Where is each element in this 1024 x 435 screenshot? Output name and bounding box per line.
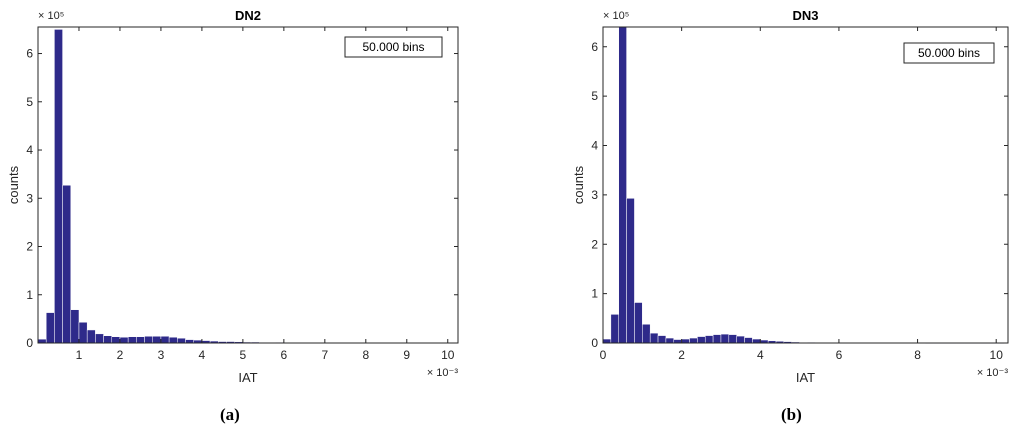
x-axis-label: IAT xyxy=(796,370,815,385)
histogram-bar xyxy=(168,336,178,344)
histogram-bar xyxy=(704,335,714,344)
histogram-bar xyxy=(649,332,659,344)
y-tick-label: 5 xyxy=(591,89,598,103)
legend-box xyxy=(903,42,995,64)
x-tick-label: 2 xyxy=(678,348,685,362)
histogram-bar xyxy=(152,336,162,344)
histogram-bars xyxy=(37,29,457,344)
histogram-bar xyxy=(720,333,730,344)
histogram-bar xyxy=(70,309,80,344)
chart-a: 1 2 3 4 5 6 7 8 9 10 0 1 2 3 4 5 6 DN2 IAT counts × 10⁵ × 10⁻… xyxy=(6,8,459,385)
y-tick-label: 1 xyxy=(591,287,598,301)
histogram-bar xyxy=(736,335,745,344)
histogram-bar xyxy=(86,329,96,344)
y-tick-label: 3 xyxy=(591,188,598,202)
y-tick-label: 0 xyxy=(26,336,33,350)
histogram-bar xyxy=(37,338,47,344)
histogram-bar xyxy=(626,198,635,344)
histogram-bar xyxy=(103,335,113,344)
histogram-bar xyxy=(665,337,675,344)
y-axis-label: counts xyxy=(571,165,586,204)
x-tick-label: 9 xyxy=(403,348,410,362)
y-axis-multiplier: × 10⁵ xyxy=(38,10,64,22)
histogram-bar xyxy=(634,302,643,344)
axes-box xyxy=(602,26,1009,344)
y-tick-label: 3 xyxy=(26,191,33,205)
legend-text: 50.000 bins xyxy=(362,40,424,54)
histogram-bars xyxy=(602,26,1005,344)
x-tick-label: 10 xyxy=(990,348,1004,362)
y-axis-label: counts xyxy=(6,165,21,204)
chart-title: DN2 xyxy=(235,8,261,23)
x-tick-label: 1 xyxy=(76,348,83,362)
axes-box xyxy=(37,26,459,344)
histogram-bar xyxy=(610,314,619,344)
x-tick-label: 6 xyxy=(836,348,843,362)
histogram-bar xyxy=(62,184,72,344)
histogram-bar xyxy=(752,338,761,344)
x-tick-label: 5 xyxy=(240,348,247,362)
y-axis-multiplier: × 10⁵ xyxy=(603,10,629,22)
y-tick-label: 0 xyxy=(591,336,598,350)
histogram-bar xyxy=(657,335,667,344)
x-axis-multiplier: × 10⁻³ xyxy=(977,367,1009,379)
histogram-bar xyxy=(127,336,137,344)
histogram-bar xyxy=(681,338,690,344)
legend-box xyxy=(344,36,443,58)
x-tick-label: 4 xyxy=(757,348,764,362)
x-tick-label: 4 xyxy=(199,348,206,362)
x-tick-label: 8 xyxy=(914,348,921,362)
histogram-bar xyxy=(642,323,651,344)
chart-title: DN3 xyxy=(792,8,818,23)
y-tick-label: 2 xyxy=(591,237,598,251)
y-tick-label: 6 xyxy=(26,47,33,61)
y-tick-label: 2 xyxy=(26,240,33,254)
histogram-bar xyxy=(728,334,737,344)
histogram-bar xyxy=(111,336,121,344)
y-tick-label: 4 xyxy=(26,143,33,157)
histogram-bar xyxy=(689,337,698,344)
histogram-bar xyxy=(673,339,682,344)
histogram-bar xyxy=(712,334,722,344)
y-tick-label: 1 xyxy=(26,288,33,302)
panel-caption-b: (b) xyxy=(781,405,802,424)
x-axis-label: IAT xyxy=(238,370,257,385)
x-tick-label: 0 xyxy=(600,348,607,362)
histogram-bar xyxy=(95,333,104,344)
histogram-bar xyxy=(144,336,153,344)
y-tick-label: 6 xyxy=(591,40,598,54)
histogram-bar xyxy=(697,336,706,344)
histogram-bar xyxy=(45,312,55,344)
x-tick-label: 8 xyxy=(362,348,369,362)
histogram-bar xyxy=(618,26,627,344)
histogram-bar xyxy=(177,337,186,344)
x-axis-multiplier: × 10⁻³ xyxy=(427,367,459,379)
panel-caption-a: (a) xyxy=(220,405,240,424)
legend-text: 50.000 bins xyxy=(918,46,980,60)
x-tick-label: 6 xyxy=(281,348,288,362)
histogram-bar xyxy=(602,338,612,344)
histogram-bar xyxy=(136,336,145,344)
chart-b: 0 2 4 6 8 10 0 1 2 3 4 5 6 DN3 IAT counts × 10⁵ × 10⁻³ 50.… xyxy=(571,8,1009,385)
histogram-bar xyxy=(54,29,63,344)
y-tick-label: 5 xyxy=(26,95,33,109)
histogram-bar xyxy=(119,336,129,344)
x-tick-label: 2 xyxy=(117,348,124,362)
x-tick-label: 10 xyxy=(441,348,455,362)
x-tick-label: 3 xyxy=(158,348,165,362)
histogram-bar xyxy=(744,337,753,344)
y-tick-label: 4 xyxy=(591,139,598,153)
x-tick-label: 7 xyxy=(321,348,328,362)
histogram-bar xyxy=(78,322,88,344)
histogram-bar xyxy=(185,339,194,344)
histogram-bar xyxy=(160,336,170,344)
